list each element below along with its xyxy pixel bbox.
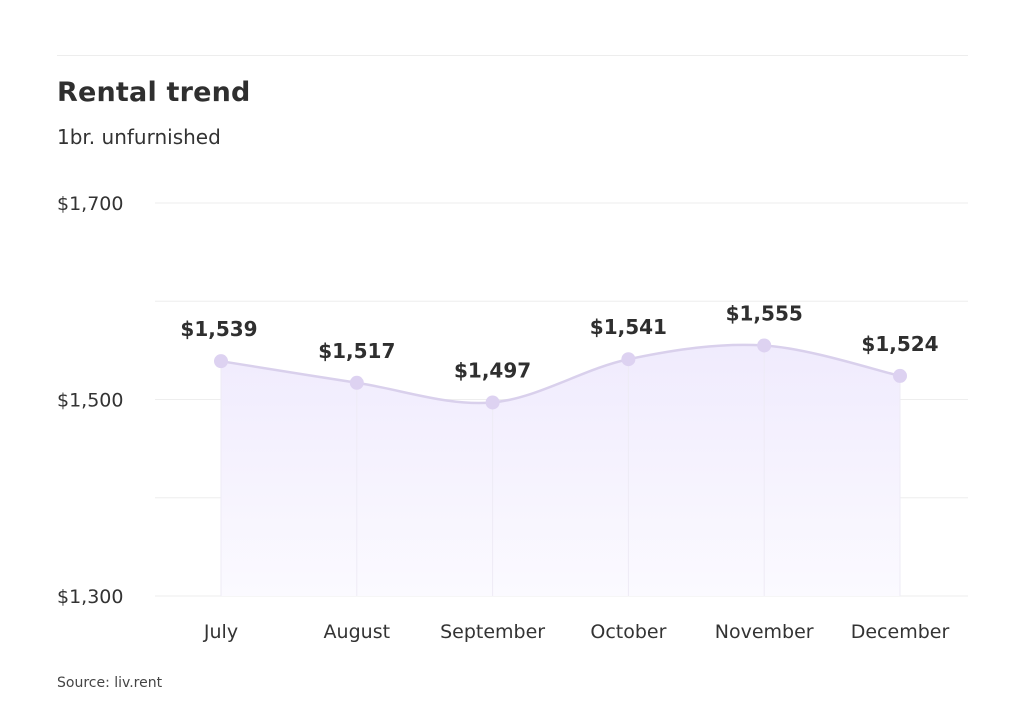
data-point — [757, 338, 772, 353]
value-labels: $1,539 $1,517 $1,497 $1,541 $1,555 $1,524 — [180, 301, 938, 382]
x-tick-label: November — [715, 621, 814, 643]
source-note: Source: liv.rent — [57, 675, 163, 691]
x-tick-label: September — [440, 621, 545, 643]
x-tick-label: December — [851, 621, 950, 643]
value-label: $1,497 — [454, 358, 531, 382]
data-points — [214, 338, 907, 410]
chart-title: Rental trend — [57, 77, 251, 108]
top-divider — [57, 55, 968, 56]
data-point — [621, 352, 636, 367]
category-guides — [220, 345, 901, 596]
value-label: $1,539 — [180, 317, 257, 341]
data-point — [485, 395, 500, 410]
value-label: $1,541 — [590, 315, 667, 339]
x-tick-label: July — [203, 621, 238, 643]
data-point — [214, 354, 228, 369]
area-fill — [221, 344, 900, 596]
y-axis-ticks: $1,300 $1,500 $1,700 — [57, 193, 123, 608]
y-tick-label: $1,500 — [57, 390, 123, 412]
x-tick-label: August — [324, 621, 391, 643]
x-tick-label: October — [590, 621, 666, 643]
x-axis-ticks: July August September October November Decemb… — [203, 621, 950, 643]
value-label: $1,524 — [861, 332, 938, 356]
y-tick-label: $1,300 — [57, 586, 123, 608]
trend-line — [220, 343, 901, 405]
trend-line-path — [220, 343, 901, 405]
y-tick-label: $1,700 — [57, 193, 123, 215]
value-label: $1,517 — [318, 339, 395, 363]
data-point — [893, 368, 907, 383]
data-point — [349, 375, 364, 390]
value-label: $1,555 — [726, 301, 803, 325]
area-fill-shape — [221, 344, 900, 596]
chart-subtitle: 1br. unfurnished — [57, 125, 221, 149]
